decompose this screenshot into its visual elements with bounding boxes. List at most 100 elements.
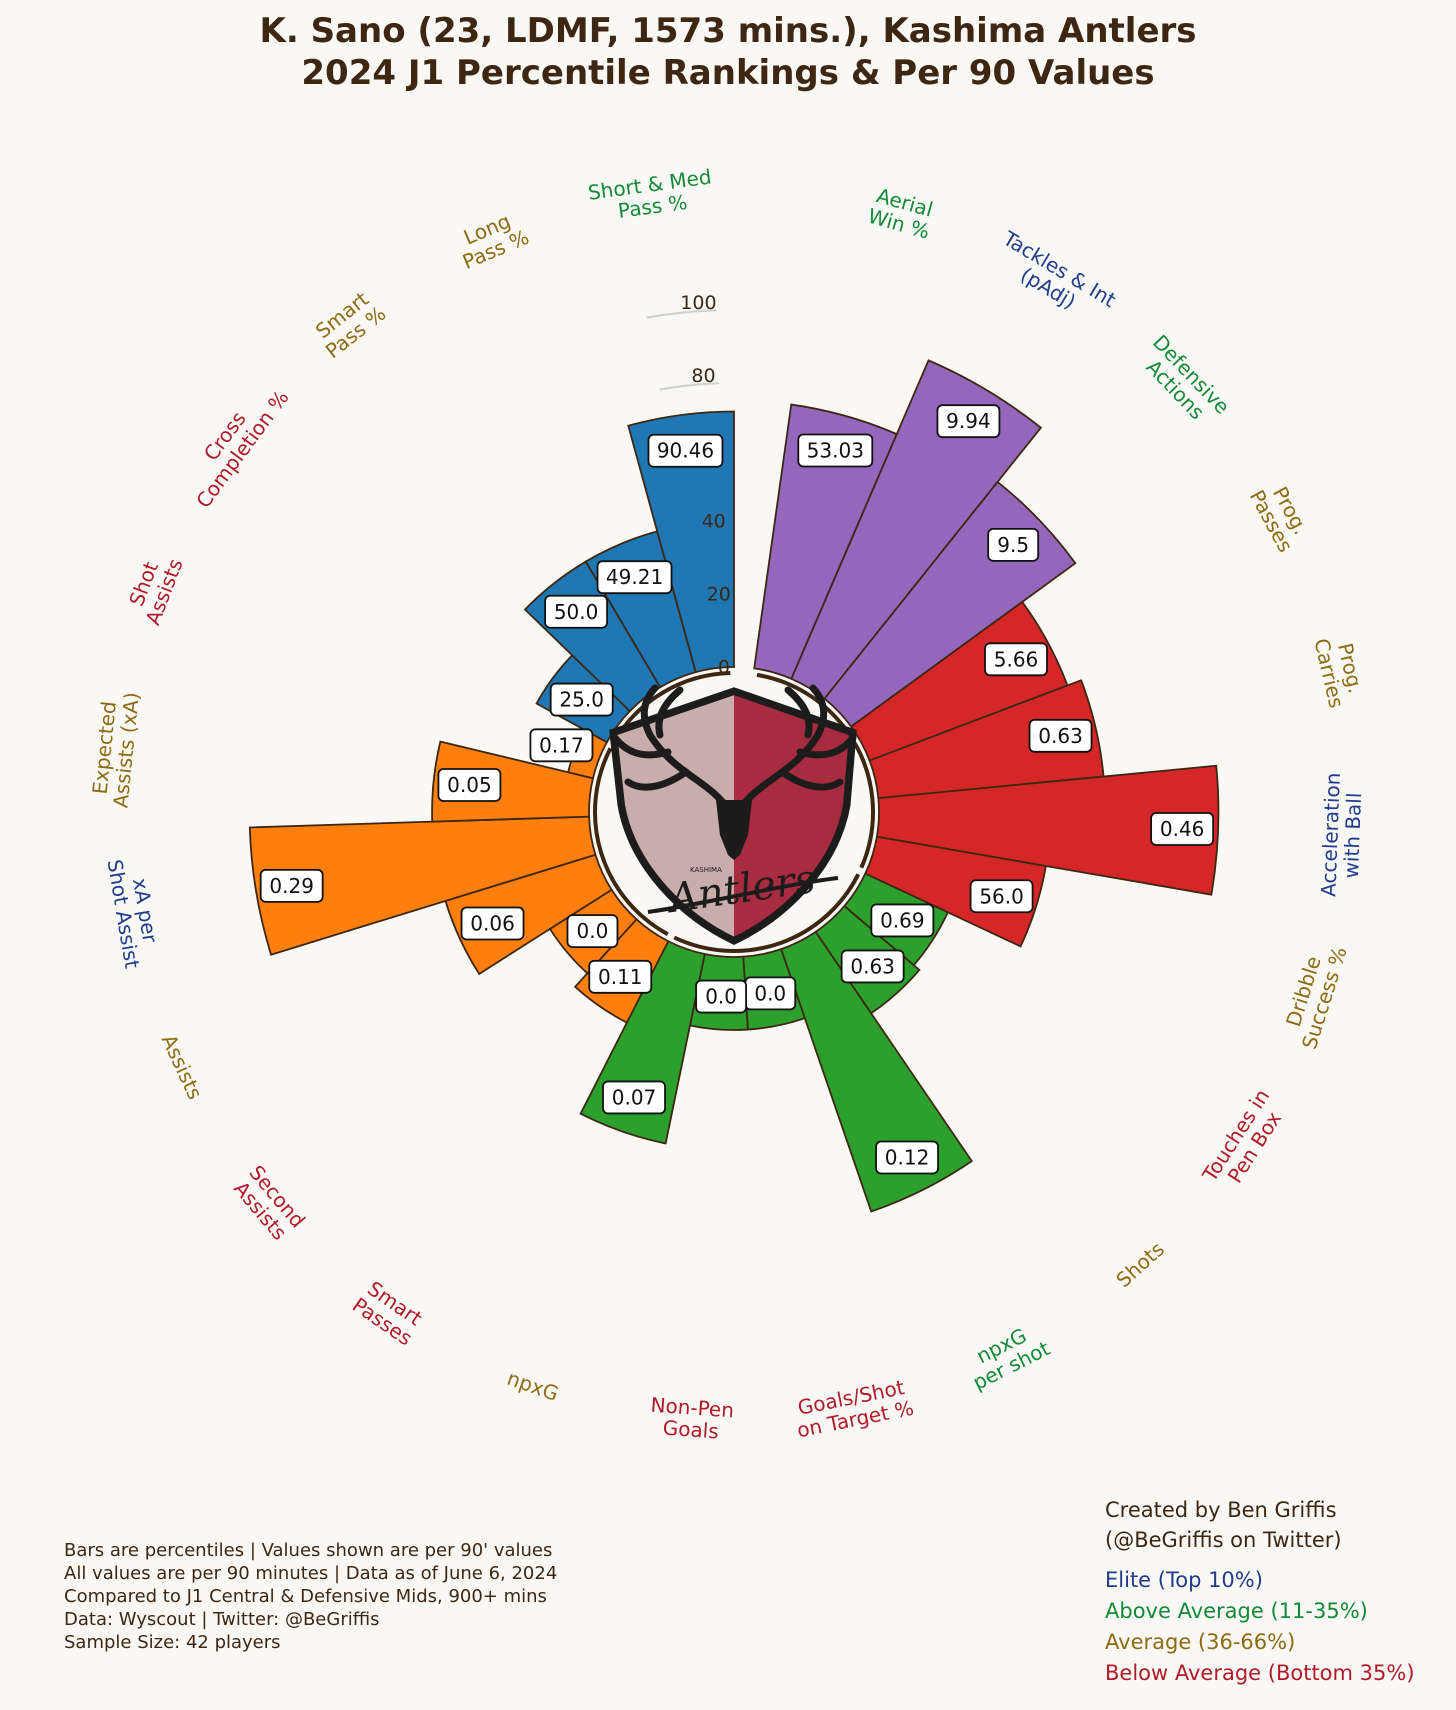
- value-text-7: 0.69: [880, 908, 925, 932]
- value-label-0: 53.03: [797, 433, 874, 468]
- value-label-11: 0.0: [695, 979, 747, 1014]
- value-labels: 53.03 9.94 9.5 5.66 0.63 0.46 56.0 0.69 0.63 0.12…: [259, 404, 1215, 1175]
- category-label-22: Short & MedPass %: [587, 164, 716, 226]
- value-text-0: 53.03: [807, 438, 864, 462]
- legend-elite: Elite (Top 10%): [1105, 1568, 1263, 1592]
- category-label-2: DefensiveActions: [1132, 330, 1234, 434]
- value-label-21: 49.21: [596, 560, 673, 595]
- value-text-13: 0.11: [598, 965, 643, 989]
- credit-block: Created by Ben Griffis (@BeGriffis on Tw…: [1105, 1498, 1342, 1552]
- category-label-3: Prog.Passes: [1245, 475, 1317, 556]
- value-label-5: 0.46: [1150, 812, 1215, 846]
- category-label-5: Accelerationwith Ball: [1316, 772, 1367, 898]
- bars-layer: [248, 359, 1220, 1213]
- value-text-10: 0.0: [754, 981, 786, 1005]
- value-label-18: 0.17: [529, 728, 594, 763]
- value-text-12: 0.07: [612, 1085, 657, 1109]
- category-label-14: SecondAssists: [228, 1161, 311, 1247]
- tick-label-40: 40: [702, 511, 726, 533]
- bar-22: [627, 410, 735, 674]
- category-label-18: ShotAssists: [120, 547, 188, 628]
- value-text-1: 9.94: [946, 409, 991, 433]
- value-text-14: 0.0: [577, 919, 609, 943]
- value-label-10: 0.0: [744, 976, 797, 1011]
- value-label-17: 0.05: [437, 768, 502, 802]
- value-text-8: 0.63: [850, 954, 895, 978]
- value-label-3: 5.66: [984, 642, 1048, 677]
- bar-4: [868, 679, 1105, 800]
- group-arc-carrying: [846, 731, 875, 869]
- note-line-5: Sample Size: 42 players: [64, 1632, 281, 1653]
- value-text-11: 0.0: [705, 985, 737, 1009]
- legend-average: Average (36-66%): [1105, 1630, 1295, 1654]
- tier-legend: Elite (Top 10%) Above Average (11-35%) A…: [1105, 1568, 1415, 1685]
- legend-above-average: Above Average (11-35%): [1105, 1599, 1368, 1623]
- crest-small-text: KASHIMA: [690, 866, 722, 874]
- credit-line-2: (@BeGriffis on Twitter): [1105, 1528, 1342, 1552]
- category-label-0: AerialWin %: [865, 182, 938, 243]
- category-label-8: Shots: [1111, 1237, 1169, 1292]
- value-label-14: 0.0: [566, 914, 619, 949]
- group-arc-shooting: [673, 873, 861, 953]
- tick-label-0: 0: [718, 656, 730, 678]
- value-text-22: 90.46: [657, 439, 714, 463]
- value-text-5: 0.46: [1160, 817, 1205, 841]
- category-label-17: ExpectedAssists (xA): [86, 689, 144, 809]
- value-text-19: 25.0: [559, 688, 604, 712]
- category-label-12: npxG: [504, 1366, 562, 1406]
- value-text-16: 0.29: [269, 874, 314, 898]
- value-label-8: 0.63: [840, 949, 905, 984]
- category-label-20: SmartPass %: [307, 284, 390, 363]
- group-arc-defending: [756, 672, 846, 729]
- value-label-9: 0.12: [875, 1140, 939, 1175]
- value-label-6: 56.0: [969, 879, 1034, 914]
- value-text-6: 56.0: [979, 884, 1024, 908]
- bar-5: [875, 764, 1220, 896]
- value-label-13: 0.11: [588, 959, 653, 994]
- category-label-11: Non-PenGoals: [648, 1393, 734, 1445]
- note-line-2: All values are per 90 minutes | Data as …: [64, 1563, 557, 1584]
- category-label-15: Assists: [157, 1031, 208, 1103]
- category-label-19: CrossCompletion %: [174, 373, 294, 513]
- value-label-16: 0.29: [259, 868, 324, 903]
- legend-below-average: Below Average (Bottom 35%): [1105, 1661, 1415, 1685]
- note-line-1: Bars are percentiles | Values shown are …: [64, 1540, 552, 1561]
- group-arc-creating: [593, 747, 669, 936]
- value-text-15: 0.06: [470, 911, 515, 935]
- value-label-7: 0.69: [870, 903, 935, 938]
- bar-1: [790, 359, 1043, 700]
- category-label-13: SmartPasses: [348, 1274, 429, 1350]
- bar-3: [849, 600, 1069, 762]
- value-text-17: 0.05: [447, 773, 492, 797]
- value-label-15: 0.06: [460, 906, 525, 941]
- note-line-3: Compared to J1 Central & Defensive Mids,…: [64, 1586, 547, 1607]
- group-arcs: [593, 671, 875, 953]
- tick-label-100: 100: [680, 292, 716, 314]
- credit-line-1: Created by Ben Griffis: [1105, 1498, 1337, 1522]
- bar-6: [864, 835, 1047, 948]
- value-text-9: 0.12: [885, 1145, 930, 1169]
- grid-arc-80: [659, 382, 720, 391]
- bar-0: [753, 403, 898, 681]
- category-label-6: DribbleSuccess %: [1276, 937, 1352, 1052]
- value-text-3: 5.66: [994, 647, 1039, 671]
- value-label-1: 9.94: [936, 404, 1001, 439]
- bar-16: [248, 815, 597, 956]
- value-label-22: 90.46: [647, 433, 724, 468]
- value-text-20: 50.0: [554, 600, 599, 624]
- category-label-9: npxGper shot: [959, 1316, 1054, 1394]
- chart-title-line2: 2024 J1 Percentile Rankings & Per 90 Val…: [301, 53, 1154, 93]
- value-label-12: 0.07: [602, 1080, 666, 1115]
- note-line-4: Data: Wyscout | Twitter: @BeGriffis: [64, 1609, 380, 1630]
- category-label-10: Goals/Shoton Target %: [791, 1374, 916, 1442]
- value-text-4: 0.63: [1038, 724, 1083, 748]
- tick-label-80: 80: [691, 365, 715, 387]
- kashima-antlers-crest-icon: KASHIMA Antlers: [609, 684, 857, 945]
- value-label-2: 9.5: [987, 527, 1040, 562]
- value-label-20: 50.0: [544, 594, 608, 629]
- category-label-16: xA perShot Assist: [103, 854, 167, 970]
- value-text-2: 9.5: [997, 533, 1029, 557]
- category-label-1: Tackles & Int(pAdj): [987, 226, 1120, 331]
